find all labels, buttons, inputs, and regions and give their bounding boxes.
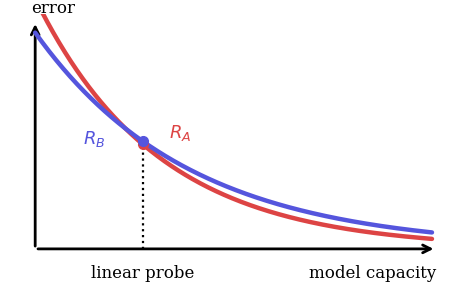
Text: error: error: [31, 0, 75, 17]
Text: $R_B$: $R_B$: [83, 129, 105, 149]
Text: $R_A$: $R_A$: [169, 123, 191, 143]
Text: linear probe: linear probe: [91, 265, 195, 282]
Text: model capacity: model capacity: [309, 265, 436, 282]
